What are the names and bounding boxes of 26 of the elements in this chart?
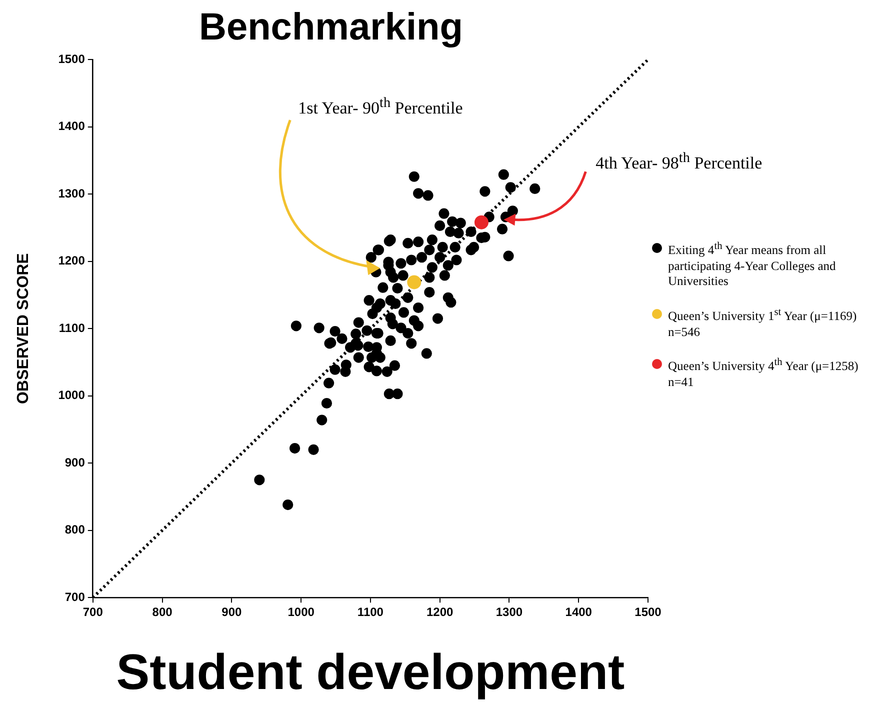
chart-title: Benchmarking: [199, 6, 463, 48]
y-tick-label: 1400: [58, 119, 86, 134]
x-tick-label: 1400: [565, 605, 592, 620]
annotation: 1st Year- 90$^{th}$ Percentile: [298, 95, 463, 119]
legend-label: Exiting 4$^{th}$ Year means from all participating 4-Year Colleges and Universities: [668, 240, 837, 290]
y-tick-label: 900: [64, 455, 86, 470]
x-axis-title: Student development: [116, 644, 625, 700]
x-tick-label: 900: [222, 605, 242, 620]
y-tick-label: 1300: [58, 186, 86, 200]
x-tick-label: 1100: [357, 605, 384, 620]
text: Queen’s University 1$^{st}$ Year (μ=1169) n=546: [668, 307, 857, 339]
y-tick-label: 1200: [58, 254, 86, 268]
y-tick-label: 1500: [58, 52, 86, 66]
y-tick-label: 700: [64, 590, 86, 604]
x-tick-label: 700: [82, 605, 104, 620]
x-tick-label: 800: [152, 605, 173, 620]
y-tick-label: 800: [64, 522, 86, 537]
text: Queen’s University 4$^{th}$ Year (μ=1258) n=41: [668, 357, 858, 390]
x-tick-label: 1200: [426, 605, 454, 620]
y-axis-title: OBSERVED SCORE: [15, 252, 32, 404]
x-tick-label: 1000: [288, 605, 315, 620]
x-tick-label: 1300: [496, 605, 523, 620]
x-tick-label: 1500: [634, 605, 662, 620]
y-tick-label: 1000: [58, 388, 86, 402]
y-tick-label: 1100: [58, 320, 86, 335]
annotation: 4th Year- 98$^{th}$ Percentile: [596, 150, 762, 174]
